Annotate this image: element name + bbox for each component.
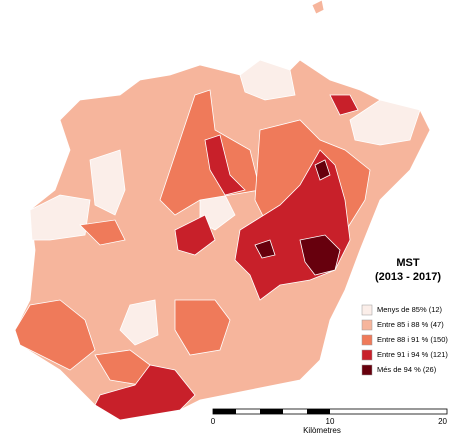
scale-bar [212,408,448,415]
scale-tick-label: 20 [438,417,447,426]
legend-label: Entre 85 i 88 % (47) [377,320,444,329]
legend-label: Entre 91 i 94 % (121) [377,350,448,359]
legend: Menys de 85% (12) Entre 85 i 88 % (47) Ent… [361,304,448,376]
region [14,299,96,371]
region [204,134,246,196]
legend-label: Entre 88 i 91 % (150) [377,335,448,344]
legend-swatch [361,319,373,331]
region [254,239,276,259]
region [94,364,196,421]
region [174,214,216,256]
region [314,159,331,181]
legend-title: MST [396,257,420,269]
legend-swatch [361,304,373,316]
region [239,59,296,101]
scale-tick-label: 0 [211,417,216,426]
region [329,94,359,116]
legend-swatch [361,364,373,376]
legend-swatch [361,349,373,361]
legend-swatch [361,334,373,346]
legend-label: Menys de 85% (12) [377,305,443,314]
regions [14,0,431,421]
region [174,299,231,356]
region [119,299,159,346]
region [89,149,126,216]
scale-segment [213,409,236,414]
scale-labels: 0 10 20 Kilòmetres [211,417,448,435]
region [79,219,126,246]
region [349,99,421,146]
scale-tick-label: 10 [326,417,335,426]
region [311,0,325,15]
region [29,194,91,241]
region [299,234,341,276]
legend-subtitle: (2013 - 2017) [375,271,441,283]
scale-segment [307,409,330,414]
scale-segment [260,409,283,414]
scale-unit: Kilòmetres [303,426,341,435]
legend-label: Més de 94 % (26) [377,365,437,374]
